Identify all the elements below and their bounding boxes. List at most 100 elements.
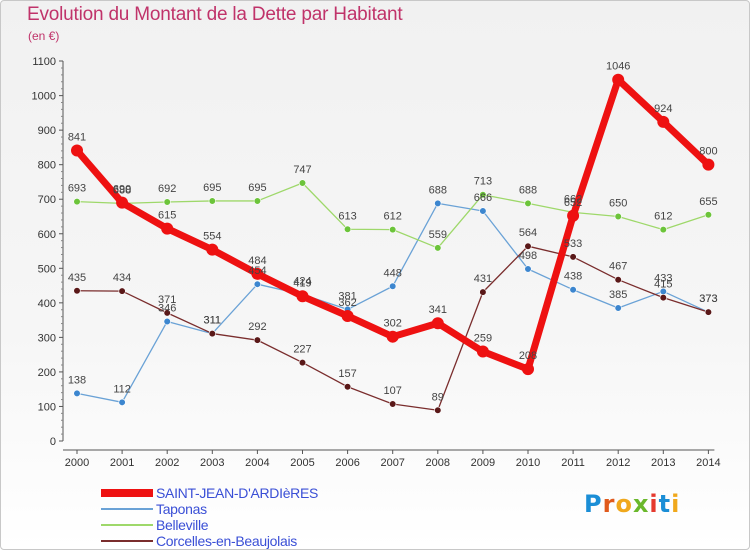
- data-point: [569, 253, 577, 261]
- y-tick-label: 900: [38, 125, 56, 137]
- logo-letter: i: [671, 490, 681, 518]
- data-point: [434, 199, 442, 207]
- logo-letter: o: [615, 490, 633, 518]
- legend-swatch: [101, 540, 153, 542]
- data-label: 841: [68, 132, 86, 144]
- data-point: [524, 242, 532, 250]
- y-tick-label: 300: [38, 332, 56, 344]
- data-point: [704, 211, 713, 219]
- data-label: 259: [474, 333, 492, 345]
- legend-label: Taponas: [156, 501, 207, 517]
- data-label: 373: [699, 293, 717, 305]
- data-label: 371: [158, 294, 176, 306]
- x-tick-label: 2000: [65, 457, 89, 469]
- data-label: 311: [204, 315, 222, 327]
- data-label: 612: [384, 211, 402, 223]
- data-label: 695: [248, 182, 266, 194]
- data-point: [344, 225, 352, 233]
- data-label: 695: [203, 182, 221, 194]
- data-point: [434, 244, 442, 252]
- data-point: [657, 115, 670, 128]
- x-tick-label: 2013: [651, 457, 675, 469]
- data-point: [476, 345, 489, 358]
- data-label: 800: [699, 146, 717, 158]
- data-label: 533: [564, 238, 582, 250]
- x-tick-label: 2011: [561, 457, 585, 469]
- data-point: [73, 198, 81, 206]
- y-tick-label: 800: [38, 160, 56, 172]
- x-tick-label: 2006: [335, 457, 359, 469]
- data-label: 448: [384, 267, 402, 279]
- data-point: [73, 389, 81, 397]
- data-point: [206, 243, 219, 256]
- data-point: [208, 197, 216, 205]
- x-tick-label: 2004: [245, 457, 269, 469]
- data-label: 381: [338, 290, 356, 302]
- data-label: 346: [158, 302, 176, 314]
- proxiti-logo: Proxiti: [584, 490, 680, 518]
- legend-label: SAINT-JEAN-D'ARDIèRES: [156, 485, 319, 501]
- data-point: [479, 191, 487, 199]
- x-tick-label: 2003: [200, 457, 224, 469]
- data-point: [344, 383, 352, 391]
- data-point: [163, 317, 171, 326]
- data-label: 292: [248, 321, 266, 333]
- data-point: [524, 265, 532, 273]
- data-label: 362: [338, 297, 356, 309]
- data-point: [614, 304, 622, 312]
- data-point: [253, 280, 261, 288]
- logo-letter: x: [632, 490, 650, 518]
- data-label: 415: [654, 279, 672, 291]
- y-tick-label: 100: [38, 401, 56, 413]
- data-label: 208: [519, 350, 537, 362]
- data-point: [251, 267, 264, 280]
- data-point: [253, 197, 261, 205]
- data-label: 554: [203, 231, 221, 243]
- data-point: [118, 287, 126, 295]
- data-label: 107: [384, 385, 402, 397]
- logo-letter: P: [584, 490, 603, 518]
- data-label: 713: [474, 176, 492, 188]
- data-label: 311: [204, 315, 222, 327]
- data-label: 666: [474, 192, 492, 204]
- y-tick-label: 500: [38, 263, 56, 275]
- x-tick-label: 2014: [696, 457, 720, 469]
- data-label: 564: [519, 227, 537, 239]
- data-point: [659, 294, 667, 302]
- data-point: [479, 288, 487, 296]
- data-point: [116, 196, 129, 209]
- y-tick-label: 1000: [32, 91, 56, 103]
- data-point: [659, 226, 667, 234]
- data-point: [341, 309, 354, 322]
- data-point: [73, 287, 81, 295]
- data-point: [522, 363, 534, 376]
- chart-subtitle: (en €): [28, 29, 60, 43]
- data-label: 431: [474, 273, 492, 285]
- data-label: 385: [609, 289, 627, 301]
- data-label: 559: [429, 229, 447, 241]
- data-label: 89: [432, 391, 444, 403]
- data-label: 924: [654, 103, 672, 115]
- legend-item: Corcelles-en-Beaujolais: [101, 533, 318, 549]
- data-label: 227: [293, 344, 311, 356]
- x-tick-label: 2001: [110, 457, 134, 469]
- data-label: 424: [293, 276, 311, 288]
- data-label: 655: [699, 196, 717, 208]
- data-label: 662: [564, 193, 582, 205]
- data-point: [569, 286, 577, 294]
- data-point: [253, 336, 261, 344]
- x-tick-label: 2012: [606, 457, 630, 469]
- data-point: [208, 329, 216, 338]
- y-tick-label: 700: [38, 194, 56, 206]
- data-label: 138: [68, 374, 86, 386]
- data-point: [163, 309, 171, 317]
- data-point: [614, 212, 622, 221]
- data-label: 454: [248, 265, 266, 277]
- y-tick-label: 0: [50, 436, 56, 448]
- data-point: [298, 179, 307, 187]
- data-point: [389, 226, 397, 234]
- data-label: 467: [609, 261, 627, 273]
- chart-title: Evolution du Montant de la Dette par Hab…: [27, 4, 403, 25]
- y-tick-label: 1100: [32, 56, 56, 68]
